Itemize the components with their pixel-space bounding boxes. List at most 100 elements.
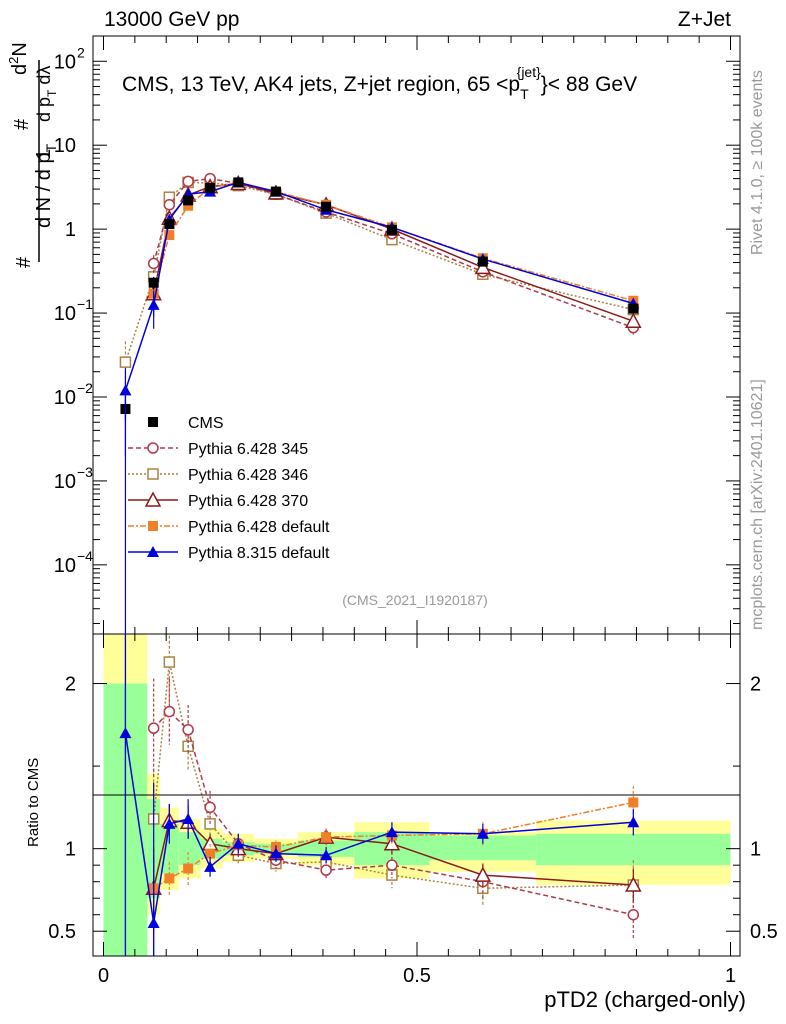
main-point-p8 [147, 298, 160, 310]
x-tick-label-1: 0.5 [403, 965, 431, 987]
ratio-point-p345 [182, 724, 194, 736]
legend-marker-cms [148, 417, 158, 427]
main-line-p346 [124, 181, 634, 363]
ratio-point-p8 [204, 860, 217, 872]
ratio-point-pdef [164, 873, 175, 884]
x-tick-label-2: 1 [725, 965, 736, 987]
ratio-series-group [119, 634, 642, 956]
y-tick-label-main-2: 10 [54, 387, 76, 409]
ratio-point-p8 [627, 816, 640, 828]
band-inner-3 [178, 832, 201, 866]
plot-title-end: }< 88 GeV [541, 73, 637, 96]
ratio-point-p346 [204, 818, 216, 830]
y-axis-label-main: # d N / d pT # 1 d2N d pT dλ [6, 42, 59, 268]
legend: CMS Pythia 6.428 345 Pythia 6.428 346 Pythi… [128, 415, 330, 562]
ratio-point-p370 [625, 876, 642, 892]
svg-text:d2N: d2N [6, 42, 31, 75]
ratio-point-p346 [386, 869, 398, 881]
ratio-point-p8 [320, 849, 333, 861]
band-inner-2 [159, 823, 179, 874]
main-point-cms [183, 195, 194, 206]
legend-marker-p8 [147, 546, 159, 557]
y-tick-exp-2: −2 [77, 380, 93, 396]
y-tick-label-ratio-right-2: 2 [750, 674, 761, 696]
ratio-point-p346 [163, 656, 176, 668]
main-point-p8 [119, 384, 132, 396]
main-point-cms [233, 177, 244, 188]
plot-title: CMS, 13 TeV, AK4 jets, Z+jet region, 65 … [122, 64, 637, 102]
ratio-point-p8 [269, 847, 282, 859]
svg-text:#: # [11, 118, 33, 130]
legend-label-p346: Pythia 6.428 346 [188, 467, 308, 484]
ratio-point-pdef [321, 832, 332, 843]
svg-text:d pT dλ: d pT dλ [34, 66, 59, 122]
ratio-line-pdef [153, 801, 634, 889]
main-point-p370 [474, 258, 492, 275]
header-process: 13000 GeV pp [104, 8, 239, 31]
ratio-point-pdef [183, 863, 194, 874]
legend-label-p345: Pythia 6.428 345 [188, 441, 308, 458]
y-tick-exp-0: −4 [77, 548, 93, 564]
band-inner-10 [536, 833, 731, 866]
y-axis-label-ratio: Ratio to CMS [25, 758, 42, 847]
ratio-line-p346 [152, 661, 634, 890]
ratio-point-p8 [232, 837, 245, 849]
main-point-pdef [183, 200, 194, 211]
ratio-point-p8 [163, 817, 176, 829]
legend-marker-pdef [148, 521, 158, 531]
main-point-cms [477, 256, 488, 267]
main-point-cms [205, 182, 216, 193]
mcplots-label: mcplots.cern.ch [arXiv:2401.10621] [749, 379, 766, 630]
main-point-pdef [164, 230, 175, 241]
ratio-point-p8 [385, 826, 398, 838]
ratio-point-pdef [628, 797, 639, 808]
legend-marker-p370 [144, 491, 162, 507]
ratio-point-p345 [386, 859, 398, 871]
y-tick-label-ratio-2: 2 [65, 674, 76, 696]
main-series-group [119, 172, 642, 634]
ratio-point-p345 [147, 722, 160, 734]
y-tick-label-main-3: 10 [54, 303, 76, 325]
main-point-cms [270, 186, 281, 197]
main-point-p346 [119, 356, 132, 368]
main-point-cms [148, 277, 159, 288]
ratio-point-p345 [627, 908, 640, 921]
main-point-cms [321, 201, 332, 212]
main-point-p370 [625, 312, 642, 328]
rivet-label: Rivet 4.1.0, ≥ 100k events [749, 70, 766, 255]
svg-text:d N / d pT: d N / d pT [33, 143, 59, 228]
main-point-p345 [147, 257, 160, 270]
y-tick-label-main-1: 10 [54, 471, 76, 493]
ratio-point-p345 [320, 864, 332, 876]
main-point-cms [164, 219, 175, 230]
x-tick-label-0: 0 [98, 965, 109, 987]
main-line-p345 [152, 177, 634, 329]
ratio-point-p8 [476, 827, 489, 839]
ratio-point-p370 [474, 866, 492, 882]
legend-label-p8: Pythia 8.315 default [188, 545, 330, 562]
ratio-point-pdef [205, 848, 216, 859]
svg-text:1: 1 [33, 149, 55, 160]
legend-label-cms: CMS [188, 415, 224, 432]
y-tick-label-ratio-right-0: 0.5 [750, 921, 778, 943]
legend-marker-p345 [147, 442, 159, 454]
plot-title-sup: {jet} [517, 64, 541, 80]
header-title: Z+Jet [678, 8, 731, 31]
main-point-cms [386, 224, 397, 235]
x-axis-label: pTD2 (charged-only) [544, 987, 746, 1012]
main-point-p345 [182, 175, 194, 188]
y-tick-label-ratio-right-1: 1 [750, 839, 761, 861]
y-tick-exp-1: −3 [77, 464, 93, 480]
y-tick-label-main-5: 10 [54, 135, 76, 157]
y-tick-label-main-4: 1 [65, 219, 76, 241]
y-tick-label-ratio-1: 1 [65, 839, 76, 861]
plot-title-sub: T [520, 86, 529, 102]
analysis-id: (CMS_2021_I1920187) [342, 592, 488, 608]
main-point-p345 [163, 199, 176, 211]
legend-marker-p346 [147, 468, 159, 480]
main-line-p370 [152, 182, 634, 322]
main-point-cms [628, 303, 639, 314]
svg-text:#: # [13, 256, 35, 268]
y-tick-label-main-6: 10 [54, 51, 76, 73]
